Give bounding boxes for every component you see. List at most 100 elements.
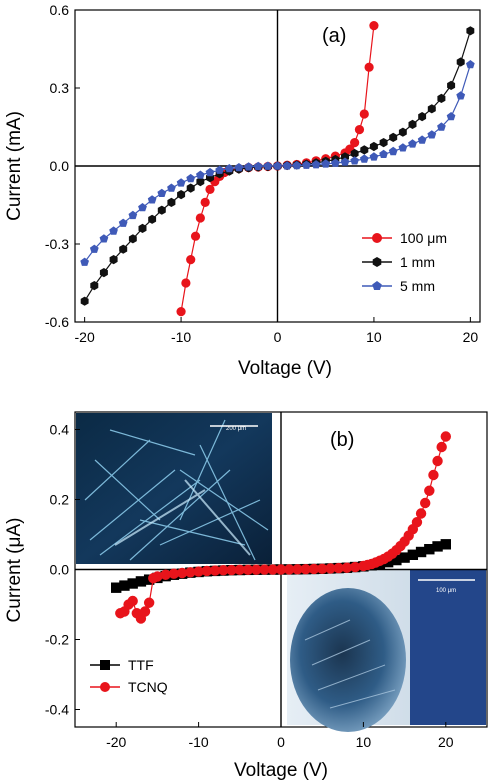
data-point [99, 268, 108, 278]
data-point [437, 122, 446, 131]
data-point [354, 125, 365, 135]
data-point [407, 549, 419, 560]
axis-ticks: -20 -10 0 10 20 0.6 0.3 0.0 -0.3 -0.6 [45, 2, 478, 345]
data-point [350, 138, 360, 148]
data-point [424, 485, 435, 496]
data-point [456, 91, 466, 100]
legend-marker [100, 660, 110, 670]
data-point [466, 26, 475, 36]
data-point [437, 93, 446, 103]
data-point [242, 564, 254, 575]
data-point [466, 60, 475, 69]
data-point [418, 112, 427, 122]
data-point [186, 255, 196, 265]
y-tick-label: -0.6 [45, 314, 69, 330]
data-point [369, 152, 379, 161]
data-point [427, 130, 437, 139]
legend-marker [372, 257, 382, 267]
legend: TTF TCNQ [90, 657, 168, 695]
data-point [284, 564, 295, 575]
data-point [234, 163, 244, 172]
y-tick-label: 0.3 [50, 80, 70, 96]
data-point [424, 544, 435, 555]
data-point [369, 21, 379, 31]
data-point [135, 576, 147, 587]
data-point [259, 564, 270, 575]
y-axis-label: Current (mA) [4, 111, 25, 221]
data-point [446, 112, 456, 121]
data-point [143, 597, 155, 608]
data-point [417, 135, 427, 144]
data-point [350, 148, 359, 159]
data-point [80, 257, 89, 266]
x-tick-label: -20 [106, 734, 126, 750]
data-point [325, 563, 336, 574]
data-point [109, 255, 118, 265]
data-point [432, 541, 443, 552]
data-point [138, 203, 147, 212]
x-tick-label: 20 [438, 734, 454, 750]
data-point [128, 234, 137, 244]
legend-label: TCNQ [128, 679, 168, 695]
data-point [456, 57, 465, 67]
series-layer [80, 21, 475, 317]
legend-marker [372, 233, 382, 243]
x-tick-label: 20 [463, 329, 479, 345]
data-point [127, 578, 138, 589]
data-point [167, 183, 176, 192]
data-point [177, 190, 186, 200]
y-tick-label: 0.2 [50, 492, 70, 508]
legend-label: 100 μm [400, 230, 447, 246]
data-point [436, 441, 447, 453]
data-point [398, 127, 407, 137]
data-point [89, 244, 99, 253]
legend-label: 5 mm [400, 278, 435, 294]
data-point [300, 563, 311, 575]
data-point [447, 80, 456, 90]
data-point [411, 517, 423, 528]
data-point [415, 546, 427, 558]
data-point [205, 167, 215, 177]
y-tick-label: -0.2 [45, 632, 69, 648]
data-point [186, 173, 196, 183]
data-point [127, 595, 138, 607]
data-point [331, 158, 340, 167]
legend-label: 1 mm [400, 254, 435, 270]
data-point [234, 564, 245, 576]
data-point [432, 455, 443, 467]
y-axis-label: Current (μA) [4, 518, 25, 623]
data-point [340, 157, 350, 166]
y-tick-label: -0.3 [45, 236, 69, 252]
data-point [176, 178, 186, 187]
data-point [190, 231, 201, 241]
data-point [364, 62, 374, 72]
y-tick-label: 0.6 [50, 2, 70, 18]
data-point [275, 564, 287, 575]
data-point [273, 161, 282, 170]
x-axis-label: Voltage (V) [234, 760, 328, 781]
panel-a: -20 -10 0 10 20 0.6 0.3 0.0 -0.3 -0.6 (a) Voltage… [4, 2, 481, 379]
data-point [428, 469, 439, 481]
x-tick-label: 10 [366, 329, 382, 345]
data-point [311, 160, 321, 169]
data-point [176, 567, 188, 579]
data-point [251, 564, 262, 575]
data-point [408, 119, 417, 129]
data-point [196, 177, 205, 187]
data-point [440, 539, 451, 550]
data-point [308, 563, 320, 575]
data-point [209, 565, 221, 576]
x-tick-label: 0 [274, 329, 282, 345]
data-point [263, 161, 273, 170]
data-point [282, 161, 292, 170]
inset-micrograph-top: 200 μm [76, 413, 272, 564]
data-point [399, 552, 410, 563]
y-tick-label: 0.0 [50, 562, 70, 578]
data-point [440, 431, 451, 442]
data-point [317, 563, 328, 574]
data-point [111, 582, 122, 593]
data-point [168, 568, 180, 579]
data-point [201, 565, 213, 577]
data-point [148, 214, 157, 224]
